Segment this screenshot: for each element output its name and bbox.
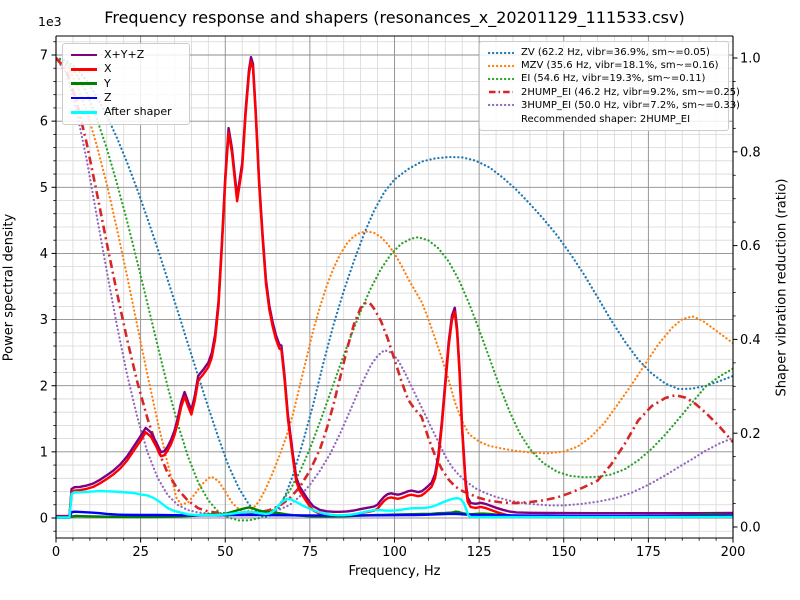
legend-item-label: 2HUMP_EI (46.2 Hz, vibr=9.2%, sm~=0.25) — [521, 86, 740, 98]
tick-label: 50 — [217, 545, 234, 560]
legend-line-swatch — [488, 51, 514, 54]
legend-shapers: ZV (62.2 Hz, vibr=36.9%, sm~=0.05) MZV (3… — [479, 41, 740, 131]
legend-line-swatch — [71, 68, 97, 71]
y-axis-offset-label: 1e3 — [38, 14, 62, 29]
tick-labels: 0 25 50 75 100 125 150 175 200 0 1 2 3 4 5 6 7 0.0 0.2 0.4 0… — [40, 49, 761, 560]
series-ei — [56, 56, 733, 522]
series-mzv — [56, 56, 733, 514]
legend-line-swatch — [71, 111, 97, 114]
legend-item-3hump_ei: 3HUMP_EI (50.0 Hz, vibr=7.2%, sm~=0.33) — [482, 99, 740, 112]
series-x — [56, 60, 733, 519]
legend-item-label: After shaper — [104, 105, 172, 119]
x-axis-label: Frequency, Hz — [348, 564, 441, 579]
curves — [56, 55, 733, 522]
tick-label: 6 — [40, 115, 48, 130]
legend-psd: X+Y+Z X Y Z After shaper — [62, 43, 190, 125]
tick-marks — [51, 41, 738, 543]
legend-item-mzv: MZV (35.6 Hz, vibr=18.1%, sm~=0.16) — [482, 59, 726, 72]
tick-label: 0.8 — [740, 145, 761, 160]
legend-item-label: X+Y+Z — [104, 48, 145, 61]
legend-item-y: Y — [65, 77, 187, 91]
legend-item-zv: ZV (62.2 Hz, vibr=36.9%, sm~=0.05) — [482, 46, 726, 59]
tick-label: 5 — [40, 181, 48, 196]
tick-label: 25 — [132, 545, 149, 560]
tick-label: 0.0 — [740, 521, 761, 536]
legend-item-z: Z — [65, 91, 187, 105]
y-axis-label-right: Shaper vibration reduction (ratio) — [774, 178, 790, 397]
series-after-shaper — [56, 489, 733, 519]
legend-item-label: 3HUMP_EI (50.0 Hz, vibr=7.2%, sm~=0.33) — [521, 99, 740, 111]
legend-item-label: ZV (62.2 Hz, vibr=36.9%, sm~=0.05) — [521, 47, 710, 58]
chart-title: Frequency response and shapers (resonanc… — [104, 8, 685, 27]
tick-label: 7 — [40, 49, 48, 64]
legend-item-x+y+z: X+Y+Z — [65, 48, 187, 62]
tick-label: 2 — [40, 379, 48, 394]
tick-label: 1 — [40, 445, 48, 460]
tick-label: 75 — [302, 545, 319, 560]
legend-item-after-shaper: After shaper — [65, 105, 187, 119]
legend-line-swatch — [71, 53, 97, 57]
tick-label: 100 — [382, 545, 407, 560]
legend-line-swatch — [71, 82, 97, 86]
y-axis-label-left: Power spectral density — [1, 213, 17, 362]
legend-item-label: X — [104, 62, 112, 76]
legend-line-swatch — [488, 104, 514, 107]
tick-label: 175 — [636, 545, 661, 560]
tick-label: 3 — [40, 313, 48, 328]
legend-item-x: X — [65, 62, 187, 76]
series-3hump_ei — [56, 56, 733, 515]
legend-line-swatch — [488, 77, 514, 81]
tick-label: 0.2 — [740, 427, 761, 442]
series-zv — [56, 56, 733, 518]
tick-label: 0.6 — [740, 239, 761, 254]
tick-label: 4 — [40, 247, 48, 262]
tick-label: 0.4 — [740, 333, 761, 348]
legend-item-label: EI (54.6 Hz, vibr=19.3%, sm~=0.11) — [521, 73, 706, 85]
tick-label: 200 — [721, 545, 746, 560]
legend-item-label: Y — [104, 76, 111, 90]
tick-label: 125 — [467, 545, 492, 560]
legend-item-ei: EI (54.6 Hz, vibr=19.3%, sm~=0.11) — [482, 72, 726, 85]
legend-line-swatch — [489, 90, 513, 94]
series-2hump_ei — [56, 57, 733, 516]
legend-item-2hump_ei: 2HUMP_EI (46.2 Hz, vibr=9.2%, sm~=0.25) — [482, 86, 740, 99]
legend-item-label: Z — [104, 90, 112, 104]
recommended-shaper-note: Recommended shaper: 2HUMP_EI — [521, 113, 691, 125]
tick-label: 0 — [52, 545, 60, 560]
legend-line-swatch — [488, 64, 514, 67]
legend-line-swatch — [71, 96, 97, 100]
tick-label: 1.0 — [740, 52, 761, 67]
tick-label: 0 — [40, 512, 48, 527]
tick-label: 150 — [551, 545, 576, 560]
legend-item-label: MZV (35.6 Hz, vibr=18.1%, sm~=0.16) — [521, 60, 719, 72]
